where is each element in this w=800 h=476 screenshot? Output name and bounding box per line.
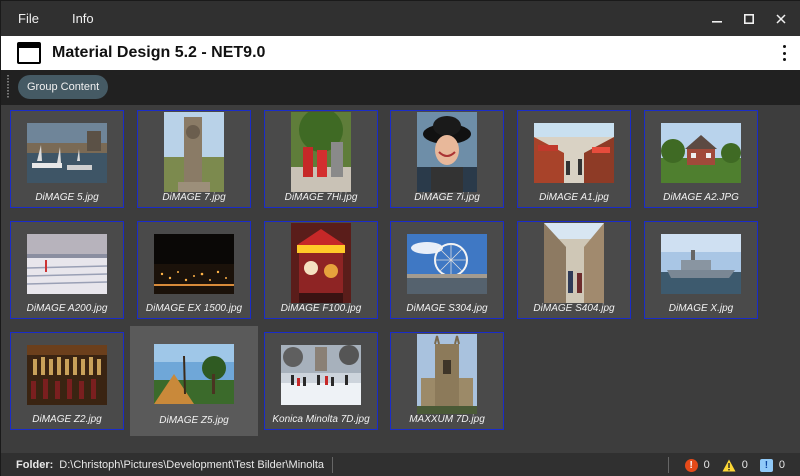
image-caption: DiMAGE 7Hi.jpg	[265, 192, 377, 203]
image-caption: DiMAGE A1.jpg	[518, 192, 630, 203]
window-controls	[701, 1, 800, 36]
image-thumbnail	[27, 234, 107, 299]
warning-counter[interactable]: 0	[722, 459, 754, 472]
warning-count: 0	[742, 459, 748, 471]
image-thumbnail	[291, 112, 351, 197]
image-tile[interactable]: DiMAGE F100.jpg	[264, 221, 378, 319]
image-thumbnail	[544, 223, 604, 308]
image-grid: DiMAGE 5.jpg DiMAGE 7.jpg DiMAGE 7Hi.jpg Di…	[1, 105, 800, 453]
info-counter[interactable]: ! 0	[760, 459, 791, 472]
more-vert-icon[interactable]	[781, 45, 787, 61]
menu-file[interactable]: File	[1, 1, 61, 36]
image-thumbnail	[534, 123, 614, 188]
image-caption: DiMAGE 5.jpg	[11, 192, 123, 203]
folder-label: Folder:	[16, 459, 53, 471]
image-thumbnail	[417, 334, 477, 419]
status-divider	[668, 457, 669, 473]
image-caption: MAXXUM 7D.jpg	[391, 414, 503, 425]
info-icon: !	[760, 459, 773, 472]
maximize-button[interactable]	[733, 1, 765, 36]
error-counter[interactable]: ! 0	[685, 459, 716, 472]
image-thumbnail	[417, 112, 477, 197]
image-thumbnail	[661, 234, 741, 299]
status-divider	[332, 457, 333, 473]
error-icon: !	[685, 459, 698, 472]
image-tile[interactable]: DiMAGE 5.jpg	[10, 110, 124, 208]
image-caption: DiMAGE F100.jpg	[265, 303, 377, 314]
toolbar-grip[interactable]	[7, 75, 9, 99]
image-caption: DiMAGE X.jpg	[645, 303, 757, 314]
menu-info[interactable]: Info	[61, 1, 105, 36]
image-tile[interactable]: DiMAGE S304.jpg	[390, 221, 504, 319]
status-counters: ! 0 0 ! 0	[668, 453, 791, 476]
image-thumbnail	[164, 112, 224, 197]
error-count: 0	[704, 459, 710, 471]
image-tile[interactable]: DiMAGE 7Hi.jpg	[264, 110, 378, 208]
menu-bar: File Info	[1, 1, 800, 36]
folder-path: D:\Christoph\Pictures\Development\Test B…	[59, 459, 324, 471]
app-title: Material Design 5.2 - NET9.0	[52, 44, 265, 62]
image-thumbnail	[407, 234, 487, 299]
image-thumbnail	[661, 123, 741, 188]
info-count: 0	[779, 459, 785, 471]
image-thumbnail	[154, 344, 234, 409]
image-caption: DiMAGE A2.JPG	[645, 192, 757, 203]
image-caption: DiMAGE EX 1500.jpg	[138, 303, 250, 314]
image-tile[interactable]: DiMAGE 7.jpg	[137, 110, 251, 208]
image-tile[interactable]: DiMAGE A200.jpg	[10, 221, 124, 319]
image-tile[interactable]: DiMAGE X.jpg	[644, 221, 758, 319]
close-button[interactable]	[765, 1, 797, 36]
image-thumbnail	[154, 234, 234, 299]
image-tile[interactable]: DiMAGE S404.jpg	[517, 221, 631, 319]
toolbar: Group Content	[1, 70, 800, 105]
image-tile[interactable]: DiMAGE A1.jpg	[517, 110, 631, 208]
image-tile[interactable]: MAXXUM 7D.jpg	[390, 332, 504, 430]
image-caption: DiMAGE 7i.jpg	[391, 192, 503, 203]
image-caption: DiMAGE A200.jpg	[11, 303, 123, 314]
image-thumbnail	[291, 223, 351, 308]
close-icon	[776, 14, 786, 24]
warning-icon	[722, 459, 736, 472]
image-tile[interactable]: DiMAGE EX 1500.jpg	[137, 221, 251, 319]
image-caption: DiMAGE S404.jpg	[518, 303, 630, 314]
minimize-button[interactable]	[701, 1, 733, 36]
image-tile[interactable]: DiMAGE Z5.jpg	[137, 332, 251, 430]
image-caption: DiMAGE Z5.jpg	[137, 415, 251, 426]
group-content-button[interactable]: Group Content	[18, 75, 108, 99]
image-caption: DiMAGE S304.jpg	[391, 303, 503, 314]
image-tile[interactable]: DiMAGE 7i.jpg	[390, 110, 504, 208]
maximize-icon	[744, 14, 754, 24]
status-bar: Folder: D:\Christoph\Pictures\Developmen…	[1, 453, 800, 476]
image-tile[interactable]: DiMAGE Z2.jpg	[10, 332, 124, 430]
image-thumbnail	[281, 345, 361, 410]
window-icon	[17, 42, 41, 64]
image-thumbnail	[27, 345, 107, 410]
app-header: Material Design 5.2 - NET9.0	[1, 36, 800, 70]
image-caption: DiMAGE Z2.jpg	[11, 414, 123, 425]
image-thumbnail	[27, 123, 107, 188]
image-caption: Konica Minolta 7D.jpg	[265, 414, 377, 425]
image-tile[interactable]: Konica Minolta 7D.jpg	[264, 332, 378, 430]
image-tile[interactable]: DiMAGE A2.JPG	[644, 110, 758, 208]
image-caption: DiMAGE 7.jpg	[138, 192, 250, 203]
minimize-icon	[712, 14, 722, 24]
